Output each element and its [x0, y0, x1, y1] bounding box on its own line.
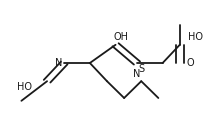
Text: N: N: [133, 69, 141, 79]
Text: S: S: [138, 64, 144, 74]
Text: N: N: [55, 58, 62, 68]
Text: HO: HO: [17, 82, 32, 92]
Text: O: O: [186, 58, 194, 68]
Text: HO: HO: [188, 32, 203, 42]
Text: OH: OH: [113, 32, 128, 42]
